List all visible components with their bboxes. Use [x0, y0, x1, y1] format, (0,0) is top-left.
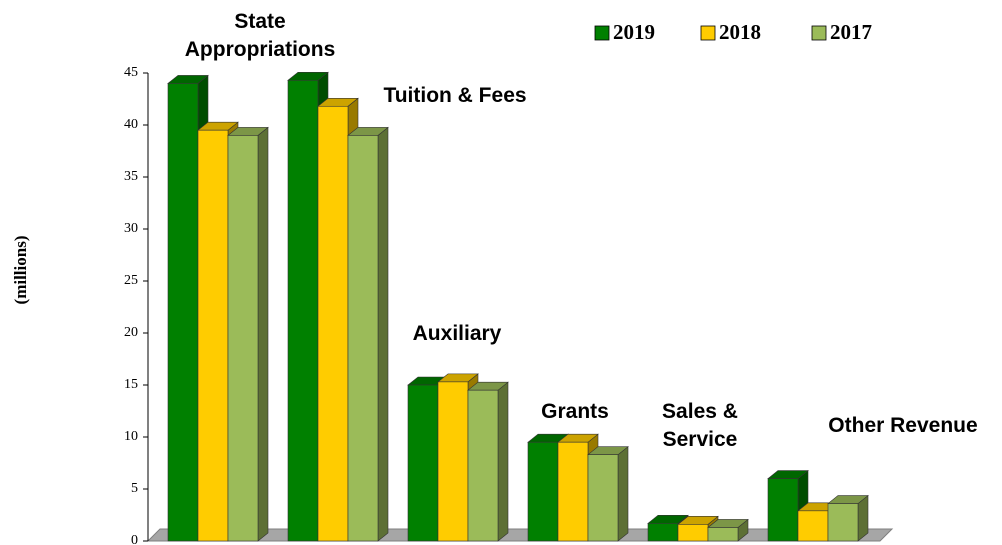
bar-front — [587, 454, 619, 542]
bar-front — [347, 135, 379, 542]
bar-side — [257, 126, 269, 542]
bar-front — [287, 79, 319, 542]
bar — [347, 126, 389, 542]
y-tick-label: 30 — [124, 221, 138, 236]
legend-swatch — [594, 25, 610, 41]
legend-swatch — [811, 25, 827, 41]
y-tick-label: 15 — [124, 377, 138, 392]
y-tick-label: 10 — [124, 429, 138, 444]
bar — [707, 518, 749, 542]
bar-front — [797, 510, 829, 542]
y-tick-label: 35 — [124, 169, 138, 184]
bar — [467, 381, 509, 542]
bar-front — [467, 389, 499, 542]
y-tick-label: 20 — [124, 325, 138, 340]
y-tick-label: 25 — [124, 273, 138, 288]
bar-front — [227, 135, 259, 542]
bar-front — [317, 105, 349, 542]
y-tick-label: 0 — [131, 533, 138, 545]
bar-front — [437, 381, 469, 542]
legend-swatch — [700, 25, 716, 41]
y-tick-label: 5 — [131, 481, 138, 496]
category-label: State Appropriations — [184, 10, 336, 61]
bar-front — [407, 384, 439, 542]
bar — [227, 126, 269, 542]
bar-front — [167, 83, 199, 542]
bar-side — [497, 381, 509, 542]
bar-front — [197, 129, 229, 542]
category-label: Grants — [541, 400, 609, 423]
bar — [827, 494, 869, 542]
y-tick-label: 40 — [124, 117, 138, 132]
bar-side — [617, 446, 629, 542]
bar-front — [527, 441, 559, 542]
bar-front — [677, 524, 709, 542]
legend-label: 2018 — [719, 20, 761, 44]
bar-front — [557, 441, 589, 542]
bar-front — [827, 503, 859, 542]
category-label: Sales & Service — [662, 400, 738, 451]
legend-label: 2017 — [830, 20, 872, 44]
bar-front — [647, 523, 679, 542]
y-tick-label: 45 — [124, 65, 138, 80]
category-label: Tuition & Fees — [383, 84, 527, 107]
bar — [587, 446, 629, 542]
legend-label: 2019 — [613, 20, 655, 44]
category-label: Other Revenue — [828, 414, 978, 437]
bar-front — [767, 478, 799, 542]
y-axis-label: (millions) — [11, 236, 30, 305]
bar-front — [707, 527, 739, 542]
category-label: Auxiliary — [412, 322, 502, 345]
